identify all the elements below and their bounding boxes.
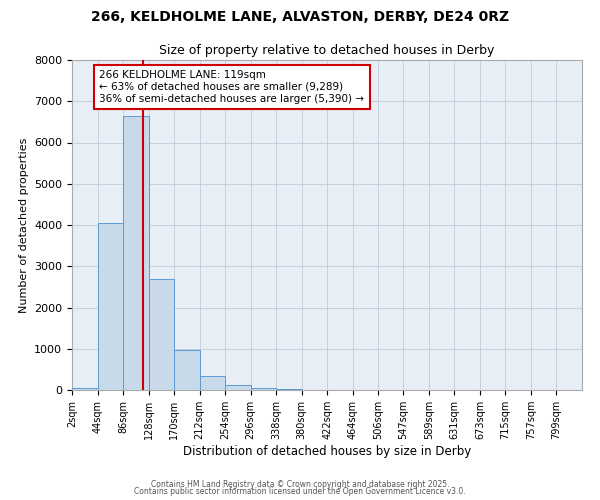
Text: Contains public sector information licensed under the Open Government Licence v3: Contains public sector information licen… (134, 487, 466, 496)
Text: 266 KELDHOLME LANE: 119sqm
← 63% of detached houses are smaller (9,289)
36% of s: 266 KELDHOLME LANE: 119sqm ← 63% of deta… (100, 70, 364, 104)
Bar (276, 389, 302, 390)
Bar (149, 278, 174, 390)
Title: Size of property relative to detached houses in Derby: Size of property relative to detached ho… (160, 44, 494, 58)
Bar (123, 116, 149, 390)
Bar (98, 223, 123, 390)
Bar (200, 376, 225, 390)
X-axis label: Distribution of detached houses by size in Derby: Distribution of detached houses by size … (183, 445, 471, 458)
Bar (251, 388, 276, 390)
Bar (225, 384, 251, 390)
Text: 266, KELDHOLME LANE, ALVASTON, DERBY, DE24 0RZ: 266, KELDHOLME LANE, ALVASTON, DERBY, DE… (91, 10, 509, 24)
Bar (174, 350, 200, 390)
Text: Contains HM Land Registry data © Crown copyright and database right 2025.: Contains HM Land Registry data © Crown c… (151, 480, 449, 489)
Bar (72, 388, 98, 390)
Y-axis label: Number of detached properties: Number of detached properties (19, 138, 29, 312)
